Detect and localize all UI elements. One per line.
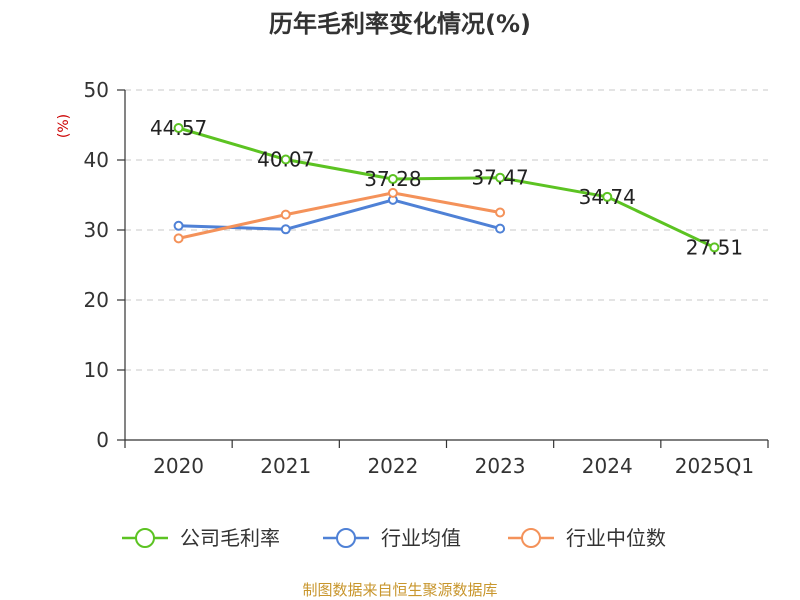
series-lines [173, 123, 720, 253]
data-point [709, 242, 720, 253]
gridlines [125, 89, 768, 371]
y-tick-label: 20 [84, 288, 109, 312]
axes: 0 10 20 30 40 50 2020 2021 2022 2023 2024 2025Q1 [84, 78, 769, 478]
data-label: 37.28 [364, 167, 421, 191]
data-point [495, 223, 506, 234]
data-label: 40.07 [257, 148, 314, 172]
data-label: 44.57 [150, 116, 207, 140]
data-point [387, 174, 398, 185]
data-label: 27.51 [686, 235, 743, 259]
data-point [173, 220, 184, 231]
legend-label: 行业中位数 [566, 526, 666, 550]
x-tick-label: 2023 [475, 454, 526, 478]
y-axis-unit: (%) [56, 114, 72, 138]
data-point [280, 224, 291, 235]
legend-label: 行业均值 [381, 526, 461, 550]
y-tick-label: 50 [84, 78, 109, 102]
data-point [602, 191, 613, 202]
legend-marker [336, 528, 356, 548]
data-point [280, 154, 291, 165]
data-label: 34.74 [579, 185, 636, 209]
y-tick-label: 30 [84, 218, 109, 242]
data-point [173, 123, 184, 134]
x-tick-label: 2020 [153, 454, 204, 478]
x-tick-label: 2022 [367, 454, 418, 478]
series-line-0 [178, 126, 716, 249]
y-tick-label: 10 [84, 358, 109, 382]
y-tick-label: 40 [84, 148, 109, 172]
data-point [495, 207, 506, 218]
data-point [387, 187, 398, 198]
chart-title: 历年毛利率变化情况(%) [269, 10, 531, 38]
legend-label: 公司毛利率 [180, 526, 280, 550]
legend: 公司毛利率 行业均值 行业中位数 [122, 526, 666, 550]
series-line-2 [178, 191, 501, 240]
x-tick-label: 2024 [582, 454, 633, 478]
x-tick-label: 2021 [260, 454, 311, 478]
data-labels: 44.57 40.07 37.28 37.47 34.74 27.51 [150, 116, 743, 259]
y-tick-label: 0 [96, 428, 109, 452]
source-note: 制图数据来自恒生聚源数据库 [302, 581, 497, 599]
x-tick-label: 2025Q1 [675, 454, 754, 478]
data-label: 37.47 [471, 166, 528, 190]
legend-marker [135, 528, 155, 548]
data-point [173, 233, 184, 244]
data-point [495, 172, 506, 183]
legend-marker [521, 528, 541, 548]
data-point [280, 209, 291, 220]
